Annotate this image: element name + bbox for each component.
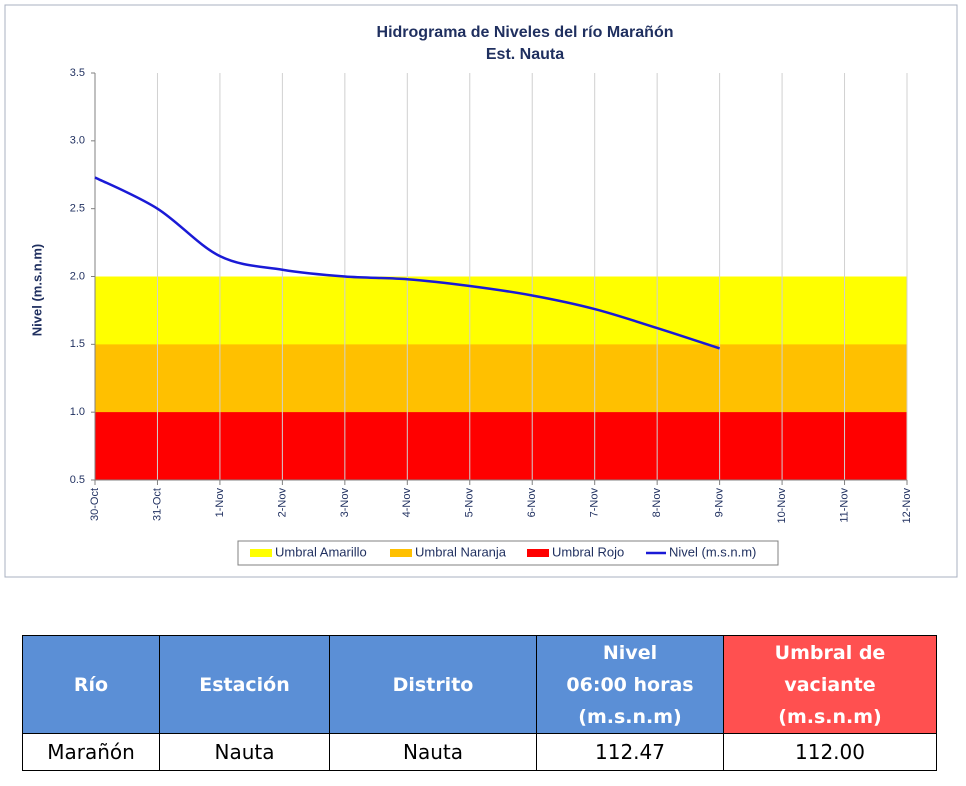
legend-label: Nivel (m.s.n.m): [669, 544, 756, 559]
cell: 112.47: [536, 733, 724, 771]
cell: 112.00: [723, 733, 937, 771]
x-tick-label: 1-Nov: [214, 488, 226, 518]
y-tick-label: 1.5: [70, 338, 85, 350]
x-tick-label: 31-Oct: [151, 488, 163, 521]
x-tick-label: 8-Nov: [651, 488, 663, 518]
header-row: Río Estación Distrito Nivel 06:00 horas …: [22, 635, 937, 734]
y-axis-label: Nivel (m.s.n.m): [29, 244, 44, 336]
x-tick-label: 9-Nov: [714, 488, 726, 518]
header-cell: Río: [22, 635, 160, 734]
y-tick-label: 0.5: [70, 474, 85, 486]
header-cell: Umbral de vaciante (m.s.n.m): [723, 635, 937, 734]
y-tick-label: 1.0: [70, 406, 85, 418]
chart-title: Hidrograma de Niveles del río Marañón: [377, 24, 674, 41]
y-tick-label: 3.5: [70, 67, 85, 79]
level-line: [94, 176, 721, 350]
x-tick-label: 5-Nov: [464, 488, 476, 518]
station-table: Río Estación Distrito Nivel 06:00 horas …: [22, 635, 937, 771]
legend-swatch: [390, 549, 412, 557]
legend-label: Umbral Rojo: [552, 544, 624, 559]
legend-label: Umbral Amarillo: [275, 544, 367, 559]
threshold-area: [95, 412, 907, 480]
cell: Marañón: [22, 733, 160, 771]
x-tick-label: 6-Nov: [526, 488, 538, 518]
header-cell: Distrito: [329, 635, 537, 734]
x-tick-label: 30-Oct: [89, 488, 101, 521]
chart-subtitle: Est. Nauta: [486, 46, 564, 63]
cell: Nauta: [329, 733, 537, 771]
x-tick-label: 11-Nov: [838, 488, 850, 523]
data-row: Marañón Nauta Nauta 112.47 112.00: [22, 733, 937, 771]
header-cell: Nivel 06:00 horas (m.s.n.m): [536, 635, 724, 734]
x-tick-label: 12-Nov: [901, 488, 913, 524]
x-tick-label: 3-Nov: [339, 488, 351, 518]
header-cell: Estación: [159, 635, 330, 734]
chart: Hidrograma de Niveles del río Marañón Es…: [4, 4, 958, 578]
legend-swatch: [250, 549, 272, 557]
y-tick-label: 3.0: [70, 135, 85, 147]
cell: Nauta: [159, 733, 330, 771]
x-tick-label: 10-Nov: [776, 488, 788, 524]
x-tick-label: 4-Nov: [401, 488, 413, 518]
legend-swatch: [527, 549, 549, 557]
y-tick-label: 2.0: [70, 270, 85, 282]
legend-box: [237, 540, 779, 566]
y-tick-label: 2.5: [70, 203, 85, 215]
x-tick-label: 2-Nov: [276, 488, 288, 518]
legend-label: Umbral Naranja: [415, 544, 507, 559]
x-tick-label: 7-Nov: [589, 488, 601, 518]
